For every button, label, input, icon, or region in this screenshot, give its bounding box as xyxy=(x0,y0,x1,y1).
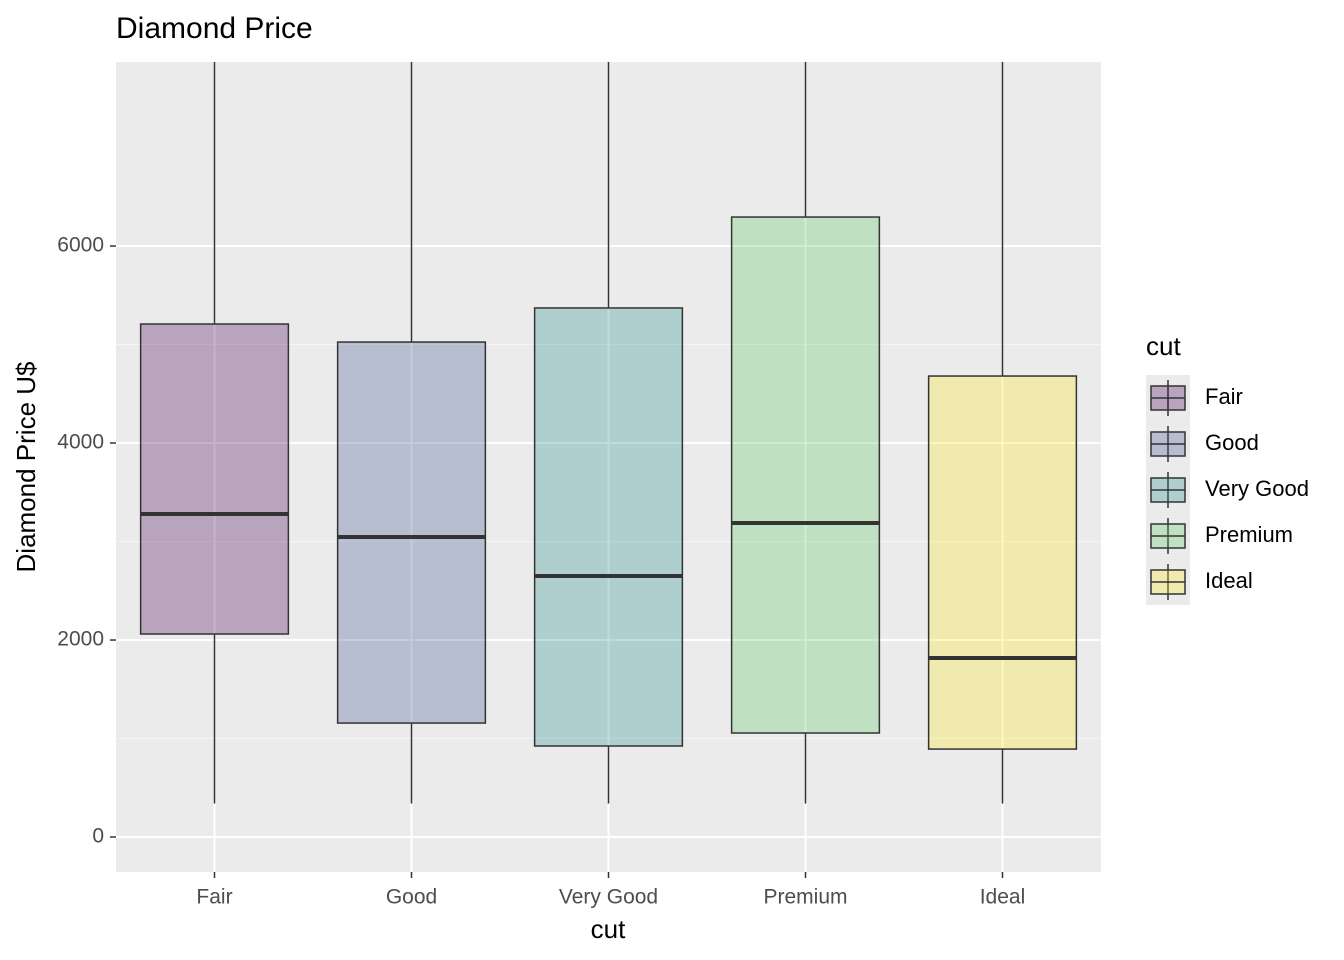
x-tick-label: Good xyxy=(386,886,437,909)
y-axis-label: Diamond Price U$ xyxy=(11,361,41,573)
y-tick-label: 2000 xyxy=(57,628,104,651)
box xyxy=(533,307,684,747)
x-tick-label: Fair xyxy=(196,886,232,909)
chart-title: Diamond Price xyxy=(116,12,313,45)
x-tick-label: Ideal xyxy=(980,886,1026,909)
x-axis-label: cut xyxy=(591,914,626,944)
x-tick-label: Premium xyxy=(763,886,847,909)
legend-label: Very Good xyxy=(1205,476,1309,501)
legend-label: Fair xyxy=(1205,384,1243,409)
box xyxy=(927,375,1078,750)
legend-label: Good xyxy=(1205,430,1259,455)
box xyxy=(336,341,487,724)
y-tick-label: 4000 xyxy=(57,431,104,454)
legend-title: cut xyxy=(1146,331,1181,361)
legend-label: Ideal xyxy=(1205,568,1253,593)
y-tick-label: 0 xyxy=(92,825,104,848)
legend-label: Premium xyxy=(1205,522,1293,547)
marks xyxy=(139,62,1078,804)
y-tick-label: 6000 xyxy=(57,234,104,257)
box xyxy=(730,216,881,734)
box xyxy=(139,323,290,635)
x-tick-label: Very Good xyxy=(559,886,658,909)
